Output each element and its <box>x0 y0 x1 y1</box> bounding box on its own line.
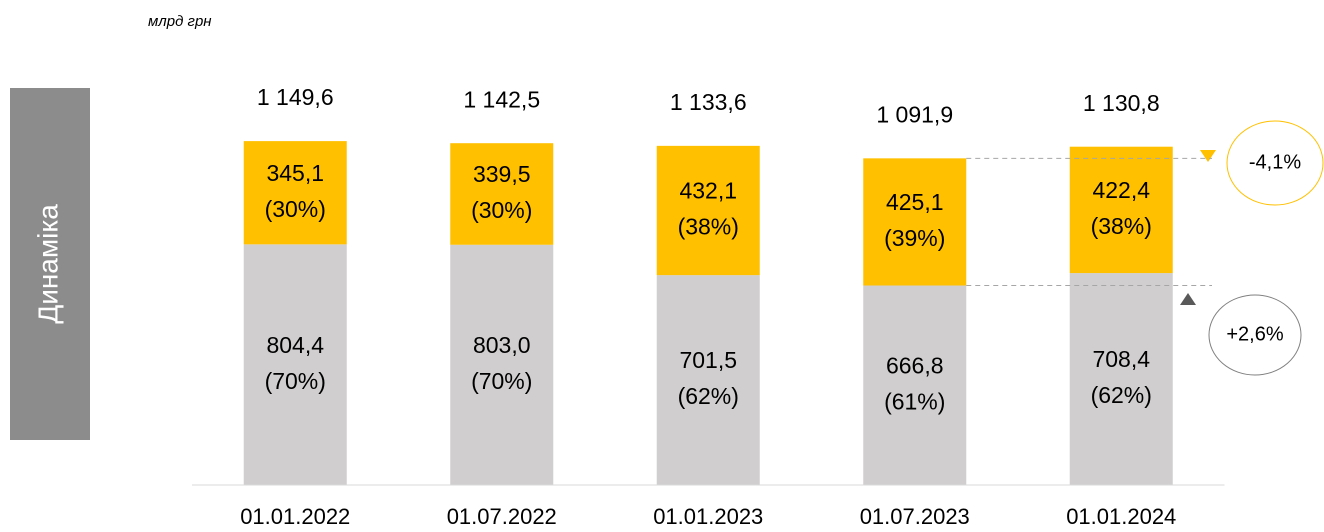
bar-segment <box>243 141 347 245</box>
share-label: (70%) <box>265 368 326 394</box>
bar-segment <box>1069 146 1173 274</box>
value-label: 345,1 <box>266 160 324 186</box>
x-tick-label: 01.01.2023 <box>653 504 763 529</box>
share-label: (61%) <box>884 388 945 414</box>
up-arrow <box>1180 293 1196 305</box>
annotation: +2,6% <box>1226 323 1283 345</box>
x-tick-label: 01.01.2024 <box>1066 504 1176 529</box>
value-label: 666,8 <box>886 352 944 378</box>
share-label: (39%) <box>884 225 945 251</box>
side-label: Динаміка <box>32 204 63 324</box>
value-label: 432,1 <box>679 178 737 204</box>
total-label: 1 130,8 <box>1083 90 1160 116</box>
bar-segment <box>243 244 347 485</box>
share-label: (62%) <box>678 383 739 409</box>
bar-segment <box>450 143 554 245</box>
x-tick-label: 01.07.2023 <box>860 504 970 529</box>
value-label: 803,0 <box>473 332 531 358</box>
side-box <box>10 88 90 440</box>
total-label: 1 142,5 <box>463 86 540 112</box>
total-label: 1 133,6 <box>670 89 747 115</box>
share-label: (38%) <box>678 214 739 240</box>
share-label: (70%) <box>471 368 532 394</box>
bar-segment <box>863 158 967 286</box>
value-label: 804,4 <box>266 332 324 358</box>
change-ellipse <box>1208 294 1302 376</box>
bar-segment <box>656 145 760 276</box>
x-tick-label: 01.01.2022 <box>240 504 350 529</box>
change-ellipse <box>1226 120 1324 206</box>
total-label: 1 149,6 <box>257 84 334 110</box>
bar-segment <box>656 275 760 485</box>
share-label: (38%) <box>1091 213 1152 239</box>
bar-segment <box>1069 273 1173 485</box>
share-label: (30%) <box>471 197 532 223</box>
share-label: (30%) <box>265 196 326 222</box>
annotation: -4,1% <box>1249 151 1301 173</box>
total-label: 1 091,9 <box>876 101 953 127</box>
value-label: 708,4 <box>1092 346 1150 372</box>
value-label: 701,5 <box>679 347 737 373</box>
x-tick-label: 01.07.2022 <box>447 504 557 529</box>
value-label: 422,4 <box>1092 177 1150 203</box>
value-label: 425,1 <box>886 189 944 215</box>
bar-segment <box>450 244 554 485</box>
down-arrow <box>1200 150 1216 162</box>
unit-label: млрд грн <box>148 13 212 30</box>
bar-segment <box>863 285 967 485</box>
share-label: (62%) <box>1091 382 1152 408</box>
value-label: 339,5 <box>473 161 531 187</box>
